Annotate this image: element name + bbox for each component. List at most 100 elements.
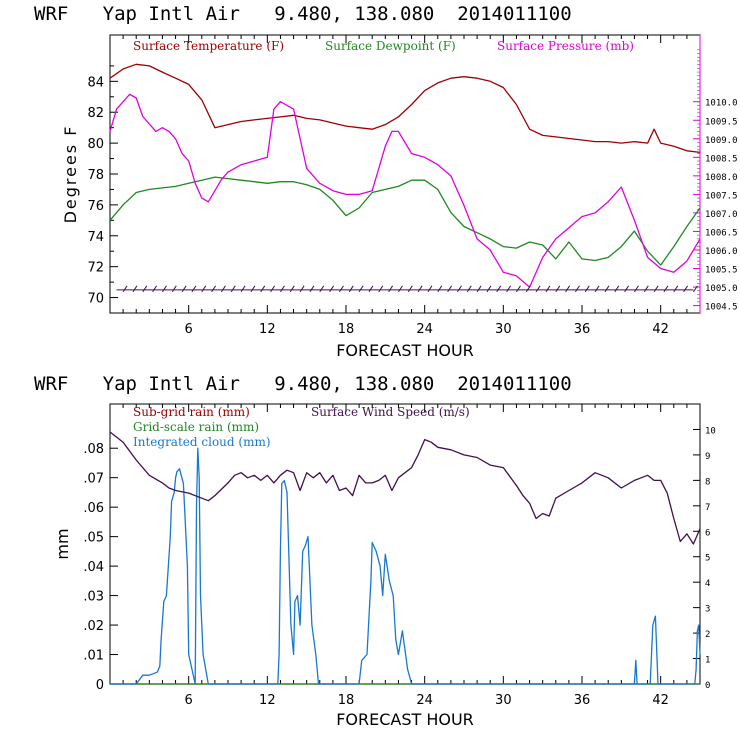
y2-tick-label: 4	[705, 579, 710, 589]
wind-barb	[525, 285, 531, 293]
x-tick-label: 18	[338, 322, 355, 337]
y2-tick-label: 5	[705, 554, 710, 564]
y-tick-label: 0	[96, 678, 104, 693]
x-tick-label: 36	[574, 322, 591, 337]
wind-barb	[407, 285, 413, 293]
wind-barb	[260, 285, 266, 293]
y2-tick-label: 1005.0	[705, 284, 738, 294]
temperature-panel-ylabel: Degrees F	[61, 125, 80, 224]
wind-barb	[191, 285, 197, 293]
legend-integrated-cloud: Integrated cloud (mm)	[133, 435, 271, 449]
wind-barb	[594, 285, 600, 293]
y2-tick-label: 3	[705, 605, 710, 615]
surface-pressure-mb-line	[109, 93, 701, 288]
integrated-cloud-mm-line	[110, 447, 701, 685]
wind-barb	[417, 285, 423, 293]
surface-temperature-f-line	[109, 63, 701, 154]
wind-barb	[604, 285, 610, 293]
y-tick-label: 72	[87, 261, 104, 276]
precipitation-panel-series	[109, 431, 701, 685]
y2-tick-label: 1008.5	[705, 154, 738, 164]
legend-subgrid-rain: Sub-grid rain (mm)	[133, 405, 250, 419]
temperature-panel-series	[109, 63, 701, 293]
wind-barb	[388, 285, 394, 293]
wind-barb	[565, 285, 571, 293]
wind-barb	[309, 285, 315, 293]
wind-barb	[319, 285, 325, 293]
wind-barb	[614, 285, 620, 293]
y-tick-label: .07	[83, 472, 104, 487]
wind-barb	[230, 285, 236, 293]
wind-barb	[427, 285, 433, 293]
wind-barb	[476, 285, 482, 293]
x-tick-label: 36	[574, 693, 591, 708]
wind-barb	[299, 285, 305, 293]
wind-barb	[171, 285, 177, 293]
y-tick-label: 76	[87, 199, 104, 214]
y-tick-label: 84	[87, 75, 104, 90]
wind-barb	[221, 285, 226, 293]
wind-barb	[240, 285, 246, 293]
wind-barb	[250, 285, 256, 293]
x-tick-label: 30	[495, 693, 512, 708]
wind-barb	[535, 285, 541, 293]
wind-barb	[693, 285, 698, 293]
y2-tick-label: 7	[705, 503, 710, 513]
legend-surface-wind-speed: Surface Wind Speed (m/s)	[311, 405, 470, 419]
surface-wind-speed-m-s-line	[109, 431, 701, 545]
wind-barb	[270, 285, 276, 293]
precipitation-panel-ylabel: mm	[53, 528, 72, 559]
y2-tick-label: 6	[705, 528, 710, 538]
x-tick-label: 6	[185, 693, 193, 708]
temperature-panel-title: WRF Yap Intl Air 9.480, 138.080 20140111…	[34, 3, 572, 25]
temperature-plot-frame	[109, 34, 701, 314]
wind-barb	[634, 285, 639, 293]
legend-surface-pressure: Surface Pressure (mb)	[497, 39, 634, 53]
x-tick-label: 18	[338, 693, 355, 708]
wind-barb	[555, 285, 561, 293]
y2-tick-label: 1006.5	[705, 228, 738, 238]
x-tick-label: 12	[259, 322, 276, 337]
wind-barb	[358, 285, 364, 293]
y2-tick-label: 10	[705, 426, 716, 436]
precipitation-panel: WRF Yap Intl Air 9.480, 138.080 20140111…	[34, 373, 716, 729]
temperature-panel-ticks: 6 12 18 24 30 36 42 70 72 74 76 78 80 82 84 1004.5 1005.…	[87, 35, 738, 337]
legend-surface-temperature: Surface Temperature (F)	[133, 39, 284, 53]
y-tick-label: 78	[87, 168, 104, 183]
wind-barb	[152, 285, 158, 293]
wind-barb	[162, 285, 167, 293]
wind-barb	[201, 285, 207, 293]
wind-barb	[466, 285, 472, 293]
wind-barb	[280, 285, 285, 293]
wind-barb	[211, 285, 217, 293]
wind-barb	[653, 285, 659, 293]
y2-tick-label: 1005.5	[705, 266, 738, 276]
x-tick-label: 42	[652, 322, 669, 337]
wind-barb	[516, 285, 521, 293]
y-tick-label: .04	[83, 560, 104, 575]
precipitation-panel-xlabel: FORECAST HOUR	[336, 710, 474, 729]
y-tick-label: .03	[83, 590, 104, 605]
wind-barb	[457, 285, 462, 293]
wind-barb	[437, 285, 443, 293]
y-tick-label: .02	[83, 619, 104, 634]
y-tick-label: 70	[87, 292, 104, 307]
y2-tick-label: 2	[705, 630, 710, 640]
y2-tick-label: 1010.0	[705, 99, 738, 109]
x-tick-label: 24	[416, 693, 433, 708]
x-tick-label: 24	[416, 322, 433, 337]
wind-barb	[545, 285, 551, 293]
wind-barb	[329, 285, 335, 293]
y-tick-label: 80	[87, 137, 104, 152]
wind-barb	[289, 285, 295, 293]
wind-barb	[368, 285, 374, 293]
wind-barb	[663, 285, 669, 293]
y-tick-label: .01	[83, 649, 104, 664]
y-tick-label: .05	[83, 531, 104, 546]
legend-surface-dewpoint: Surface Dewpoint (F)	[325, 39, 456, 53]
wind-barb	[447, 285, 453, 293]
wind-barb	[122, 285, 128, 293]
precipitation-panel-title: WRF Yap Intl Air 9.480, 138.080 20140111…	[34, 373, 572, 395]
y2-tick-label: 1009.0	[705, 136, 738, 146]
precipitation-panel-ticks: 6 12 18 24 30 36 420.01.02.03.04.05.06.07.0801…	[83, 404, 716, 708]
